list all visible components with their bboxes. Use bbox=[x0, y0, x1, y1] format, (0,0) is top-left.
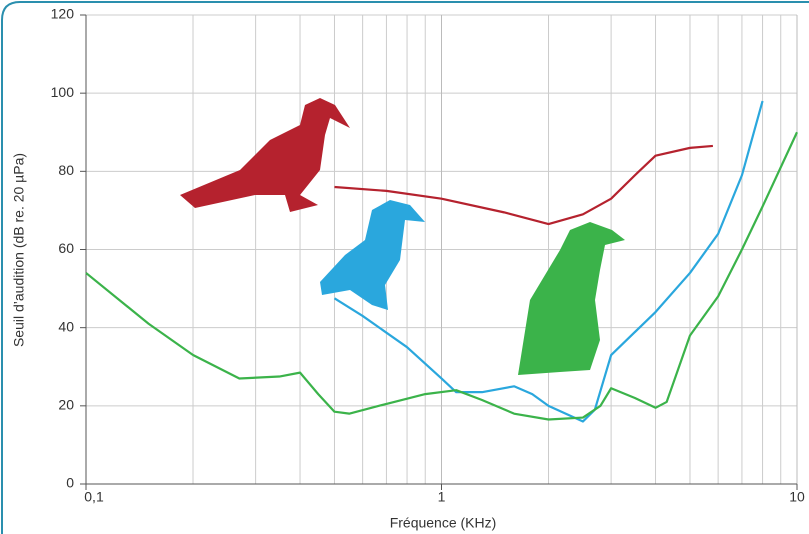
series-line bbox=[85, 131, 798, 421]
y-tick-label: 120 bbox=[51, 6, 75, 22]
y-tick-label: 20 bbox=[58, 397, 74, 413]
puffin-icon bbox=[320, 200, 425, 310]
y-tick-label: 80 bbox=[58, 162, 74, 178]
x-axis-label: Fréquence (KHz) bbox=[390, 515, 497, 531]
series-line bbox=[333, 100, 764, 423]
series-line bbox=[334, 144, 713, 226]
gannet-icon bbox=[180, 98, 350, 212]
y-tick-label: 60 bbox=[58, 240, 74, 256]
y-tick-label: 0 bbox=[66, 475, 74, 491]
x-tick-label: 10 bbox=[789, 489, 805, 505]
y-tick-label: 100 bbox=[51, 84, 75, 100]
y-axis-label: Seuil d’audition (dB re. 20 µPa) bbox=[11, 153, 27, 347]
plot-area: 0 20 40 60 80 100 120 0,1 1 10 bbox=[51, 6, 805, 505]
penguin-icon bbox=[518, 222, 625, 375]
x-tick-label: 1 bbox=[438, 489, 446, 505]
x-tick-label: 0,1 bbox=[84, 489, 104, 505]
y-tick-label: 40 bbox=[58, 318, 74, 334]
